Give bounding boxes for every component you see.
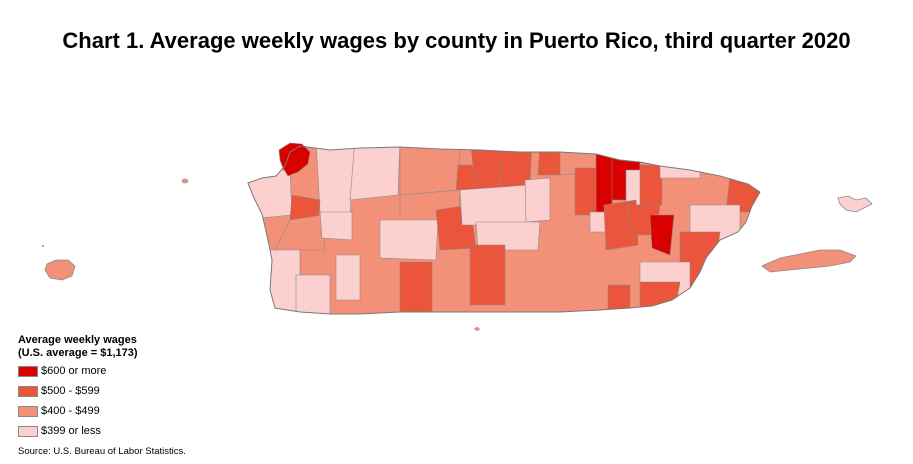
map-region — [649, 214, 675, 256]
map-region — [259, 249, 301, 314]
legend: Average weekly wages (U.S. average = $1,… — [18, 334, 138, 440]
legend-item-399-or-less: $399 or less — [18, 422, 138, 440]
legend-label: $400 - $499 — [41, 405, 100, 417]
map-region — [574, 167, 599, 216]
legend-item-400-499: $400 - $499 — [18, 402, 138, 420]
map-region — [295, 274, 331, 314]
chart-title: Chart 1. Average weekly wages by county … — [62, 28, 851, 53]
legend-swatch — [18, 425, 38, 437]
map-region — [459, 184, 529, 226]
desecheo-island — [181, 178, 189, 184]
legend-swatch — [18, 385, 38, 397]
legend-subtitle: (U.S. average = $1,173) — [18, 347, 138, 359]
map-region — [659, 149, 701, 179]
map-region — [278, 142, 311, 177]
legend-swatch — [18, 405, 38, 417]
vieques-island — [761, 249, 857, 273]
map-region — [524, 177, 551, 223]
culebra-island — [837, 195, 873, 213]
map-region — [469, 244, 506, 306]
legend-label: $500 - $599 — [41, 385, 100, 397]
legend-swatch — [18, 365, 38, 377]
source-note: Source: U.S. Bureau of Labor Statistics. — [18, 446, 186, 457]
map-region — [607, 284, 631, 311]
map-region — [639, 281, 681, 311]
map-region — [639, 164, 663, 206]
map-region — [595, 149, 614, 213]
map-region — [469, 146, 506, 191]
map-region — [315, 146, 356, 216]
legend-label: $600 or more — [41, 365, 107, 377]
monito-island — [42, 245, 44, 247]
legend-item-600-or-more: $600 or more — [18, 362, 138, 380]
caja-de-muertos-island — [474, 327, 480, 331]
map-region — [379, 219, 439, 261]
map-region — [274, 214, 326, 251]
map-region — [349, 146, 401, 201]
map-region — [537, 146, 563, 176]
map-region — [399, 261, 433, 314]
legend-item-500-599: $500 - $599 — [18, 382, 138, 400]
map-region — [319, 211, 353, 241]
legend-title: Average weekly wages — [18, 334, 137, 346]
map-region — [335, 254, 361, 301]
mona-island — [44, 259, 76, 281]
legend-label: $399 or less — [41, 425, 101, 437]
map-region — [475, 221, 541, 251]
